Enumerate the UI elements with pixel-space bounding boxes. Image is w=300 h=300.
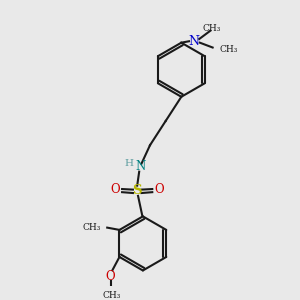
Text: CH₃: CH₃ <box>220 45 238 54</box>
Text: N: N <box>135 160 145 173</box>
Text: O: O <box>154 183 164 196</box>
Text: CH₃: CH₃ <box>102 292 121 300</box>
Text: H: H <box>124 159 133 168</box>
Text: O: O <box>106 270 115 284</box>
Text: S: S <box>132 184 142 197</box>
Text: N: N <box>189 35 200 48</box>
Text: CH₃: CH₃ <box>202 24 221 33</box>
Text: O: O <box>110 183 120 196</box>
Text: CH₃: CH₃ <box>82 223 101 232</box>
